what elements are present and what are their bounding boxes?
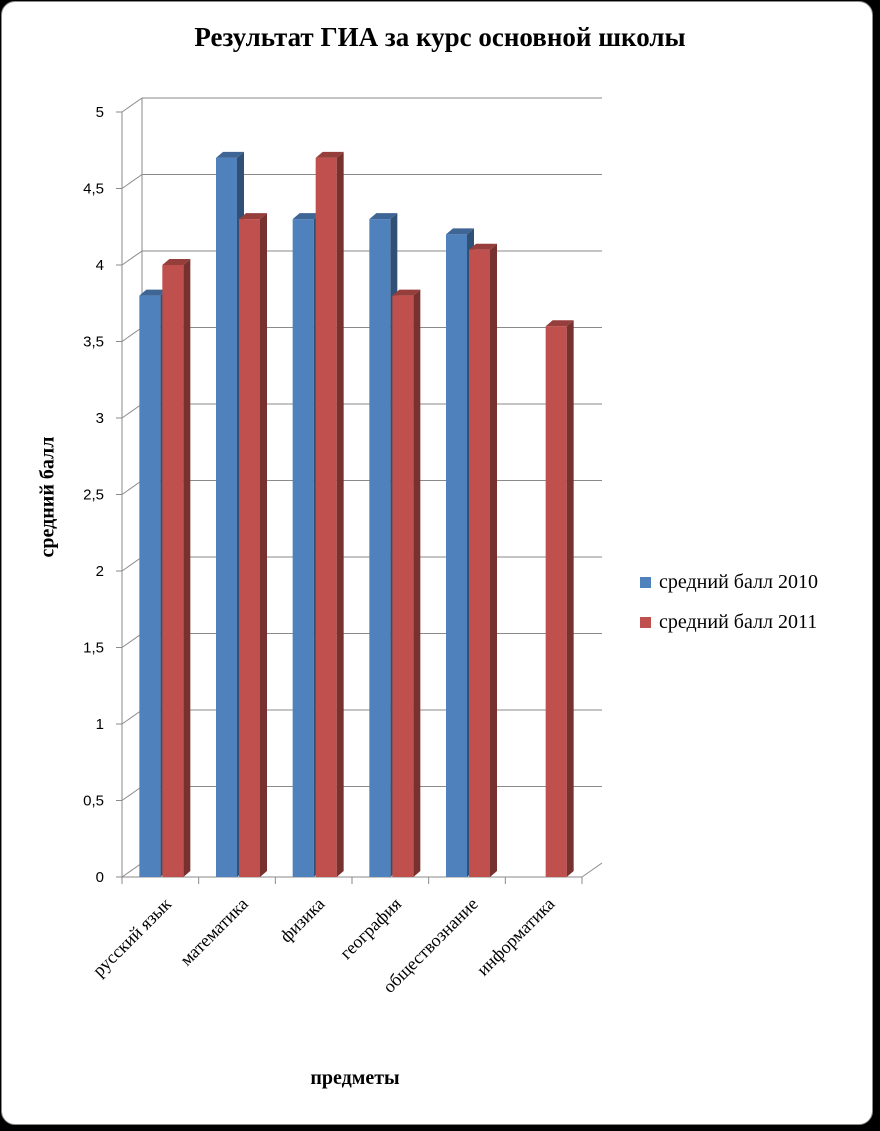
side-gridline xyxy=(121,862,143,878)
bar-2011-2 xyxy=(239,213,267,878)
legend-label-2011: средний балл 2011 xyxy=(659,610,818,633)
chart-title: Результат ГИА за курс основной школы xyxy=(194,22,686,52)
y-tick-label: 3,5 xyxy=(83,334,104,351)
bar-2011-3 xyxy=(315,151,344,877)
y-tick-label: 0 xyxy=(96,869,104,886)
legend-swatch-2010 xyxy=(640,576,651,588)
x-tick-label: математика xyxy=(176,894,252,970)
side-gridline xyxy=(121,556,143,572)
side-gridline xyxy=(121,786,143,801)
y-tick-label: 5 xyxy=(96,104,104,121)
side-gridline xyxy=(121,709,143,725)
side-gridline xyxy=(121,327,143,342)
y-tick-label: 4 xyxy=(96,257,104,274)
y-tick-label: 2 xyxy=(96,563,104,580)
y-tick-label: 1,5 xyxy=(83,640,104,657)
side-gridline xyxy=(121,250,143,266)
x-axis-label: предметы xyxy=(310,1067,400,1089)
side-gridline xyxy=(121,633,143,648)
x-tick-label: русский язык xyxy=(89,894,176,981)
legend-item-2010: средний балл 2010 xyxy=(640,562,818,602)
side-gridline xyxy=(121,480,143,495)
side-gridline xyxy=(121,403,143,419)
y-tick-label: 3 xyxy=(96,410,104,427)
legend: средний балл 2010 средний балл 2011 xyxy=(640,562,818,642)
side-gridline xyxy=(121,174,143,189)
y-tick-label: 4,5 xyxy=(83,181,104,198)
side-gridline xyxy=(121,97,143,113)
x-tick-label: информатика xyxy=(473,894,559,980)
floor-edge xyxy=(581,862,603,878)
bar-2011-5 xyxy=(469,243,497,877)
legend-swatch-2011 xyxy=(640,616,651,628)
y-tick-label: 1 xyxy=(96,716,104,733)
legend-label-2010: средний балл 2010 xyxy=(659,570,818,593)
legend-item-2011: средний балл 2011 xyxy=(640,602,818,642)
bar-2011-4 xyxy=(392,289,421,878)
x-tick-label: физика xyxy=(276,894,329,947)
x-tick-label: география xyxy=(336,894,405,963)
y-tick-label: 0,5 xyxy=(83,793,104,810)
bar-2011-6 xyxy=(545,320,574,877)
y-tick-label: 2,5 xyxy=(83,487,104,504)
bar-2011-1 xyxy=(162,259,191,877)
